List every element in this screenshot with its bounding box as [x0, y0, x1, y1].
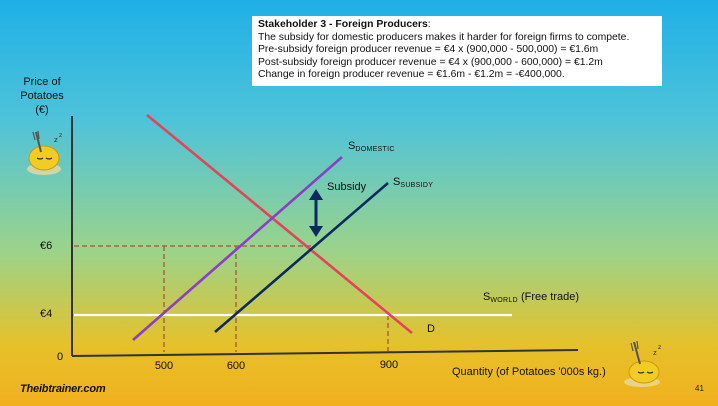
textbox-line-3: Post-subsidy foreign producer revenue = …: [258, 56, 603, 68]
dashed-guides: [74, 245, 389, 352]
quantity-label-500: 500: [155, 360, 173, 372]
world-supply-label: SWORLD (Free trade): [483, 291, 579, 304]
svg-text:z: z: [658, 344, 661, 351]
domestic-supply-curve: [132, 156, 343, 341]
subsidy-supply-curve: [214, 182, 389, 333]
y-axis-title-line-3: (€): [35, 104, 48, 116]
svg-text:z: z: [59, 132, 62, 139]
quantity-label-600: 600: [227, 360, 245, 372]
origin-label: 0: [57, 351, 63, 363]
world-supply-label-main: S: [483, 291, 490, 303]
domestic-supply-label: SDOMESTIC: [348, 140, 395, 153]
textbox-line-4: Change in foreign producer revenue = €1.…: [258, 69, 565, 81]
y-axis-title-line-2: Potatoes: [20, 90, 64, 102]
x-axis-title: Quantity (of Potatoes '000s kg.): [452, 366, 606, 378]
quantity-label-900: 900: [380, 359, 398, 371]
subsidy-label: Subsidy: [327, 181, 367, 193]
price-label-6: €6: [40, 240, 52, 252]
x-axis: [71, 349, 579, 357]
y-axis-title-line-1: Price of: [23, 76, 61, 88]
subsidy-supply-label-sub: SUBSIDY: [400, 182, 433, 189]
world-supply-label-sub: WORLD: [490, 297, 518, 304]
page-number: 41: [695, 384, 704, 393]
site-logo: Theibtrainer.com: [20, 383, 106, 395]
subsidy-supply-label: SSUBSIDY: [393, 176, 433, 189]
demand-label: D: [427, 323, 435, 335]
price-label-4: €4: [40, 308, 52, 320]
info-textbox: Stakeholder 3 - Foreign Producers: The s…: [252, 16, 662, 86]
svg-text:z: z: [54, 136, 58, 144]
domestic-supply-label-main: S: [348, 140, 355, 152]
textbox-line-1: The subsidy for domestic producers makes…: [258, 31, 630, 43]
potato-mascot-sleeping-icon: z z: [624, 340, 661, 387]
potato-mascot-icon: z z: [27, 130, 62, 175]
textbox-title-suffix: :: [427, 19, 431, 30]
world-supply-label-suffix: (Free trade): [518, 291, 579, 303]
subsidy-arrow: [309, 189, 323, 237]
subsidy-supply-label-main: S: [393, 176, 400, 188]
svg-text:z: z: [653, 349, 657, 357]
domestic-supply-label-sub: DOMESTIC: [355, 146, 394, 153]
textbox-title: Stakeholder 3 - Foreign Producers: [258, 19, 428, 30]
demand-curve: [146, 113, 413, 335]
textbox-line-2: Pre-subsidy foreign producer revenue = €…: [258, 44, 599, 56]
textbox-title-line: Stakeholder 3 - Foreign Producers:: [258, 19, 656, 32]
